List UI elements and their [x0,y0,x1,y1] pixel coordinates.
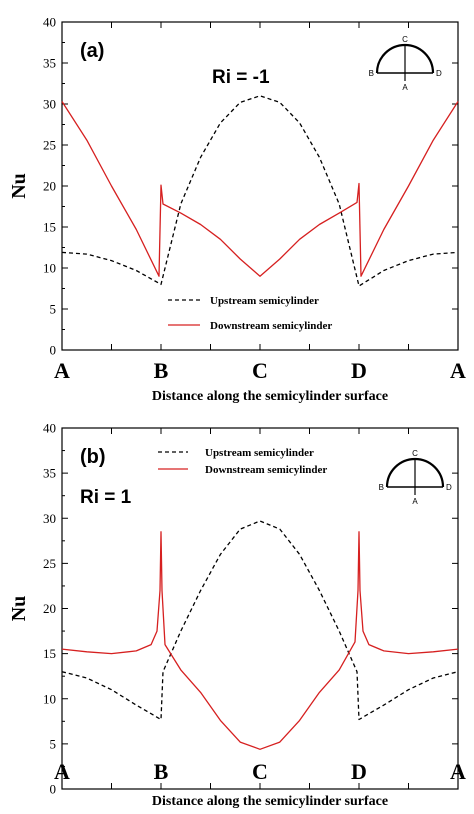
panel-b-ytick-label: 0 [50,782,57,797]
panel-b-legend-label-downstream: Downstream semicylinder [205,464,327,476]
panel-a-ytick-label: 15 [43,220,56,235]
panel-a-xtick-label: C [252,358,268,383]
panel-b-inset-label-d: D [446,483,452,492]
panel-a-panel-tag: (a) [80,40,104,62]
panel-b-ytick-label: 15 [43,646,56,661]
panel-b-series-downstream-line [61,531,459,750]
panel-b-legend-label-upstream: Upstream semicylinder [205,447,314,459]
panel-b-panel-tag: (b) [80,446,106,468]
panel-a-legend-label-downstream: Downstream semicylinder [210,320,332,332]
panel-b-inset-label-b: B [379,483,384,492]
panel-b-ri-label: Ri = 1 [80,487,132,508]
panel-a-ytick-label: 20 [43,179,56,194]
panel-b-xtick-label: D [351,759,367,784]
panel-b-ytick-label: 30 [43,511,56,526]
panel-b-plot-frame [61,427,459,790]
panel-a-ytick-label: 30 [43,97,56,112]
panel-a-y-axis-title: Nu [8,173,30,199]
panel-b: 0 5 10 15 20 25 30 35 40 A B C D A Nu Distance along th… [8,421,466,810]
panel-b-xtick-label: A [450,759,466,784]
panel-a-ri-label: Ri = -1 [212,67,270,88]
panel-b-x-axis-title: Distance along the semicylinder surface [152,794,388,809]
panel-a-ytick-label: 25 [43,138,56,153]
panel-a-inset-label-a: A [402,83,408,92]
panel-b-xtick-label: B [154,759,169,784]
panel-b-ytick-label: 25 [43,556,56,571]
panel-a-semicylinder-inset: A B C D [369,35,442,92]
panel-a-ytick-label: 10 [43,261,56,276]
panel-a-legend-label-upstream: Upstream semicylinder [210,295,319,307]
panel-a-ytick-label: 0 [50,343,57,358]
panel-b-ytick-label: 35 [43,466,56,481]
panel-b-semicylinder-inset: A B C D [379,449,452,506]
panel-b-xtick-label: C [252,759,268,784]
panel-a-xtick-label: A [54,358,70,383]
panel-b-ytick-label: 20 [43,601,56,616]
panel-b-ytick-label: 5 [50,736,57,751]
panel-a-ytick-label: 40 [43,15,56,30]
panel-b-series-upstream-line [61,520,459,721]
panel-b-inset-label-a: A [412,497,418,506]
panel-a-xtick-label: D [351,358,367,383]
panel-b-y-axis-title: Nu [8,596,30,622]
panel-b-xtick-label: A [54,759,70,784]
panel-a-xtick-label: A [450,358,466,383]
panel-a-ytick-label: 35 [43,56,56,71]
panel-a-inset-label-d: D [436,69,442,78]
panel-a: 0 5 10 15 20 25 30 35 40 A B C D A Nu Distance along th… [8,15,466,405]
panel-a-inset-label-c: C [402,35,408,44]
panel-b-inset-label-c: C [412,449,418,458]
panel-a-series-downstream-line [61,101,459,277]
panel-a-ytick-label: 5 [50,302,57,317]
panel-b-ytick-label: 10 [43,691,56,706]
panel-b-ytick-label: 40 [43,421,56,436]
panel-a-series-upstream-line [61,95,459,287]
panel-a-inset-label-b: B [369,69,374,78]
panel-a-xtick-label: B [154,358,169,383]
panel-a-x-axis-title: Distance along the semicylinder surface [152,389,388,404]
